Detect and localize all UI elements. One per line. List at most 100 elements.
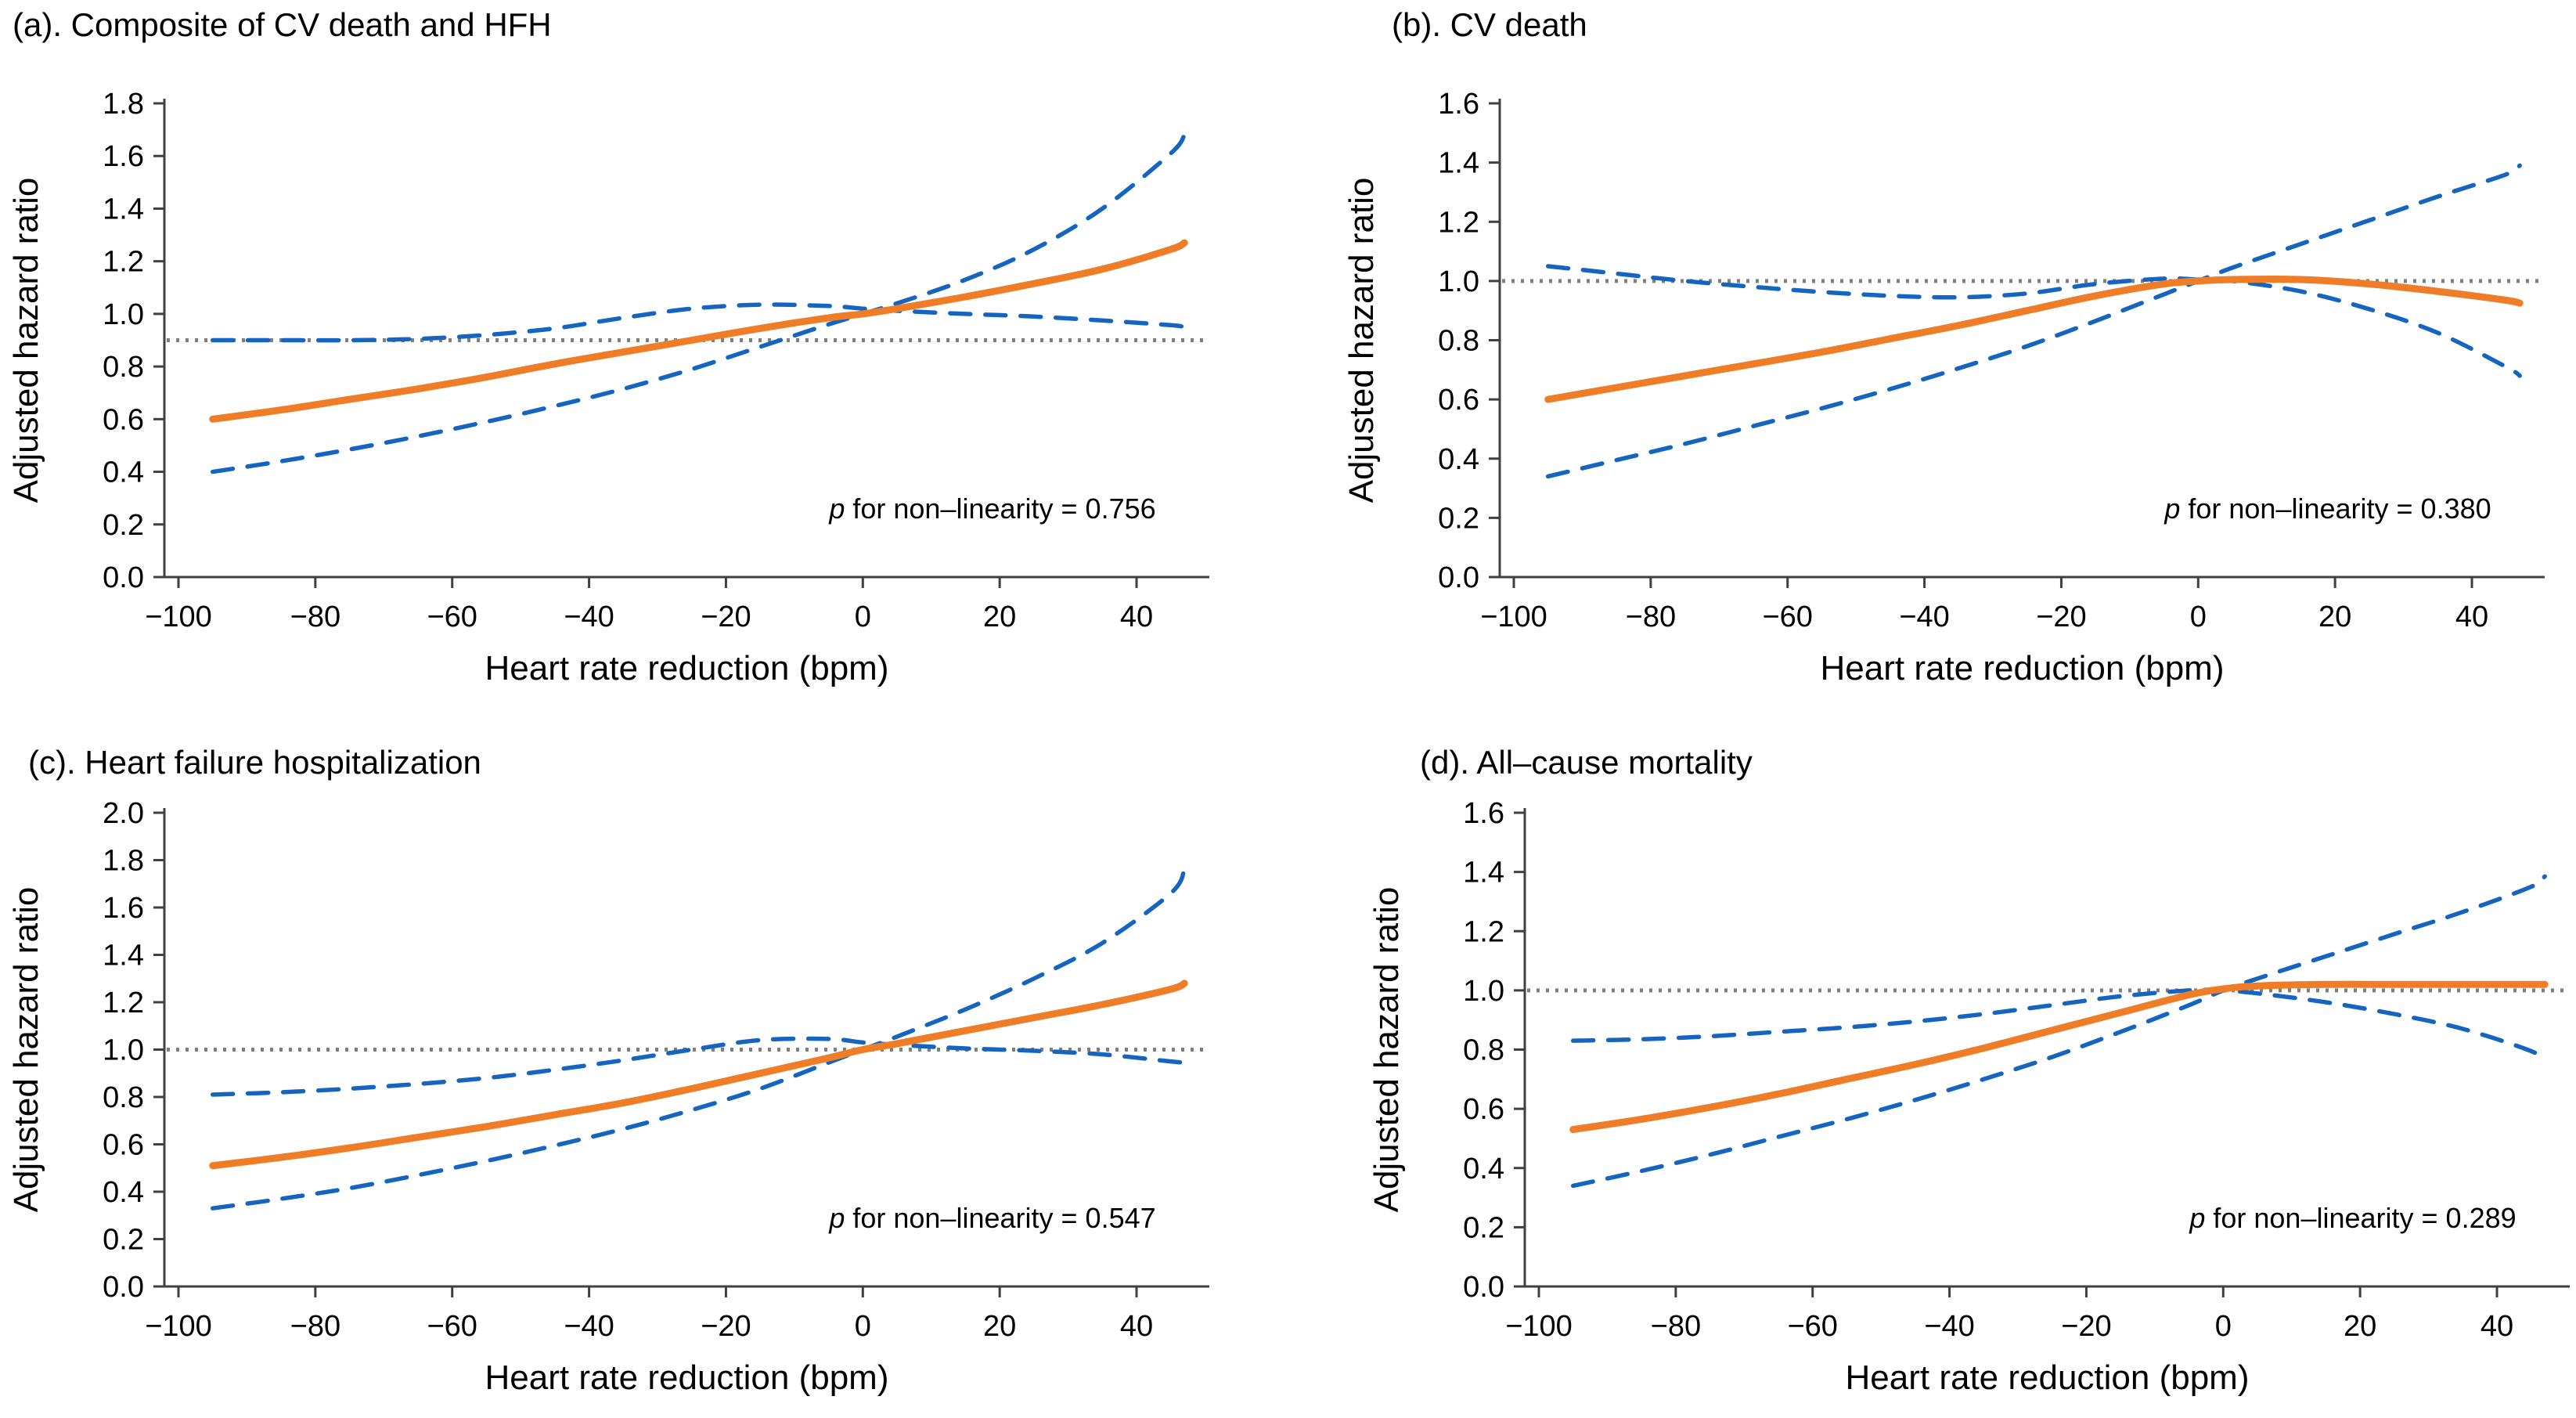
y-tick-label: 0.4	[103, 456, 144, 489]
panel-title: (a). Composite of CV death and HFH	[13, 6, 552, 43]
panel-cv-death: (b). CV death 0.0 0.2 0.4 0.6 0.8 1.0 1.2 1.4 1.…	[1288, 0, 2576, 709]
ci-curve-1	[210, 302, 1187, 343]
estimate-curve	[1544, 275, 2524, 403]
x-tick-label: −20	[2061, 1310, 2111, 1343]
x-tick-label: −20	[701, 601, 751, 633]
y-axis-label: Adjusted hazard ratio	[1342, 178, 1381, 503]
x-tick-label: −80	[1626, 601, 1676, 633]
panel-all-cause-mortality: (d). All–cause mortality 0.0 0.2 0.4 0.6 0.8…	[1288, 709, 2576, 1418]
y-tick-label: 0.6	[103, 403, 144, 436]
x-tick-label: 20	[2344, 1310, 2376, 1343]
y-tick-label: 1.4	[1438, 147, 1479, 180]
y-tick-label: 0.0	[103, 1271, 144, 1304]
y-tick-label: 1.2	[1438, 206, 1479, 239]
axes	[163, 99, 1209, 579]
y-tick-label: 1.6	[1438, 88, 1479, 121]
ci-curve-2	[1545, 163, 2522, 479]
panel-title: (c). Heart failure hospitalization	[28, 744, 481, 781]
x-tick-label: −60	[427, 1310, 477, 1343]
x-axis-label: Heart rate reduction (bpm)	[1846, 1358, 2250, 1397]
x-tick-label: 40	[2455, 601, 2488, 633]
x-tick-group: −100 −80 −60 −40 −20 0 20 40	[145, 577, 1153, 633]
panel-b-chart: 0.0 0.2 0.4 0.6 0.8 1.0 1.2 1.4 1.6 −100 −80 −60 −40…	[1342, 88, 2545, 687]
x-axis-label: Heart rate reduction (bpm)	[485, 1358, 889, 1397]
panel-heart-failure-hospitalization: (c). Heart failure hospitalization 0.0 0.…	[0, 709, 1288, 1418]
estimate-curve	[1569, 980, 2549, 1134]
x-tick-label: 0	[2190, 601, 2207, 633]
y-axis-label: Adjusted hazard ratio	[7, 887, 45, 1213]
y-tick-label: 1.2	[103, 987, 144, 1019]
x-tick-label: −60	[1787, 1310, 1837, 1343]
y-tick-label: 1.6	[103, 892, 144, 925]
x-tick-label: 40	[2481, 1310, 2513, 1343]
y-tick-label: 1.4	[103, 193, 144, 226]
ci-curve-2	[210, 132, 1187, 474]
y-axis-label: Adjusted hazard ratio	[1367, 887, 1406, 1213]
y-tick-label: 0.6	[103, 1129, 144, 1162]
panel-title: (d). All–cause mortality	[1420, 744, 1753, 781]
y-axis-label: Adjusted hazard ratio	[7, 178, 45, 503]
p-value-label: p for non–linearity = 0.547	[828, 1202, 1155, 1234]
y-tick-label: 1.8	[103, 88, 144, 121]
x-tick-label: −100	[145, 601, 212, 633]
y-tick-label: 0.0	[103, 561, 144, 594]
x-tick-group: −100 −80 −60 −40 −20 0 20 40	[1505, 1286, 2513, 1343]
y-tick-label: 1.4	[103, 940, 144, 972]
ci-curve-2	[1570, 874, 2547, 1189]
y-tick-label: 0.8	[103, 1081, 144, 1114]
x-tick-label: −60	[427, 601, 477, 633]
x-axis-label: Heart rate reduction (bpm)	[485, 649, 889, 687]
y-tick-label: 1.0	[1438, 265, 1479, 298]
panel-c-chart: 0.0 0.2 0.4 0.6 0.8 1.0 1.2 1.4 1.6 1.8 2.0 −100 −80…	[7, 797, 1209, 1397]
x-tick-label: −100	[145, 1310, 212, 1343]
y-tick-label: 1.6	[103, 140, 144, 173]
p-value-label: p for non–linearity = 0.380	[2163, 493, 2491, 525]
axes	[1523, 808, 2570, 1288]
y-tick-label: 0.2	[1463, 1211, 1504, 1244]
estimate-curve	[209, 239, 1188, 423]
panel-a-chart: 0.0 0.2 0.4 0.6 0.8 1.0 1.2 1.4 1.6 1.8 −100 −80 −60…	[7, 88, 1209, 687]
y-tick-label: 0.4	[1438, 443, 1479, 476]
y-tick-label: 1.2	[103, 246, 144, 279]
x-tick-label: −80	[290, 601, 340, 633]
ci-curve-1	[210, 1036, 1187, 1097]
y-tick-label: 1.6	[1463, 797, 1504, 830]
x-tick-label: 0	[2215, 1310, 2232, 1343]
y-tick-label: 0.4	[1463, 1153, 1504, 1185]
y-tick-label: 1.0	[103, 1034, 144, 1067]
x-tick-label: 20	[983, 601, 1016, 633]
x-tick-label: −80	[1651, 1310, 1701, 1343]
y-tick-label: 0.4	[103, 1176, 144, 1209]
y-tick-label: 0.2	[103, 509, 144, 542]
y-tick-group: 0.0 0.2 0.4 0.6 0.8 1.0 1.2 1.4 1.6	[1438, 88, 1500, 594]
y-tick-label: 0.8	[1438, 325, 1479, 358]
p-value-label: p for non–linearity = 0.756	[828, 493, 1155, 525]
x-tick-label: 40	[1120, 601, 1153, 633]
x-tick-group: −100 −80 −60 −40 −20 0 20 40	[145, 1286, 1153, 1343]
x-tick-label: −100	[1480, 601, 1547, 633]
x-tick-label: −40	[564, 1310, 614, 1343]
x-tick-label: −60	[1762, 601, 1812, 633]
x-tick-label: −80	[290, 1310, 340, 1343]
x-tick-label: −100	[1505, 1310, 1573, 1343]
panel-title: (b). CV death	[1392, 6, 1587, 43]
y-tick-label: 1.0	[1463, 975, 1504, 1008]
ci-curve-1	[1570, 987, 2547, 1064]
x-tick-label: −40	[564, 601, 614, 633]
y-tick-label: 0.0	[1463, 1271, 1504, 1304]
x-axis-label: Heart rate reduction (bpm)	[1821, 649, 2225, 687]
y-tick-label: 0.8	[1463, 1034, 1504, 1067]
x-tick-label: 40	[1120, 1310, 1153, 1343]
y-tick-label: 1.8	[103, 845, 144, 878]
x-tick-label: 0	[855, 1310, 871, 1343]
x-tick-label: 20	[2318, 601, 2351, 633]
y-tick-label: 0.6	[1463, 1093, 1504, 1126]
ci-curve-1	[1545, 264, 2522, 378]
y-tick-label: 0.2	[103, 1224, 144, 1257]
axes	[1498, 99, 2545, 579]
x-tick-label: −40	[1924, 1310, 1974, 1343]
y-tick-label: 0.6	[1438, 384, 1479, 417]
y-tick-label: 1.2	[1463, 915, 1504, 948]
x-tick-label: 0	[855, 601, 871, 633]
y-tick-label: 1.0	[103, 298, 144, 331]
